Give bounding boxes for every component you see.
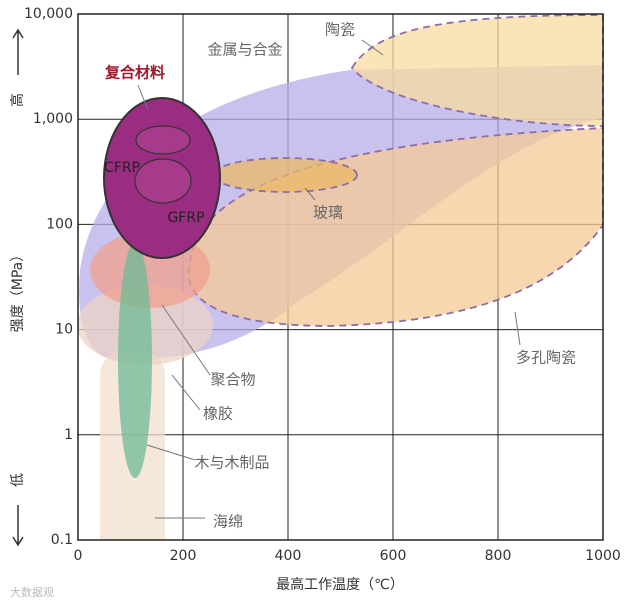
region: [118, 242, 152, 478]
region-label: 玻璃: [313, 204, 343, 222]
leader-line: [146, 444, 196, 461]
x-tick-label: 200: [170, 548, 197, 564]
x-tick-label: 800: [485, 548, 512, 564]
x-tick-label: 600: [380, 548, 407, 564]
x-axis-title: 最高工作温度（℃）: [276, 576, 404, 593]
leader-line: [137, 84, 149, 111]
leader-line: [171, 374, 201, 411]
y-tick-label: 1: [64, 427, 73, 443]
regions: [77, 14, 604, 540]
region-label: 木与木制品: [194, 454, 269, 472]
region: [134, 158, 192, 204]
leader-line: [304, 187, 316, 201]
region-label: 多孔陶瓷: [516, 349, 576, 367]
region: [350, 14, 604, 127]
x-tick-label: 1000: [585, 548, 621, 564]
region-label: 金属与合金: [207, 41, 282, 59]
arrow-up: [12, 28, 24, 75]
y-high: 高: [9, 93, 26, 107]
y-axis-title: 强度（MPa）: [10, 248, 26, 332]
region-label: GFRP: [167, 210, 204, 226]
leader-line: [514, 311, 521, 346]
region-label: CFRP: [104, 160, 140, 176]
leader-line: [161, 304, 211, 376]
region-label: 海绵: [213, 513, 243, 531]
region: [212, 157, 358, 193]
x-tick-label: 400: [275, 548, 302, 564]
y-tick-label: 1,000: [33, 111, 73, 127]
x-tick-label: 0: [74, 548, 83, 564]
region: [135, 125, 191, 155]
plot-frame: [77, 13, 604, 541]
leader-line: [361, 39, 384, 56]
region-label: 陶瓷: [325, 21, 355, 39]
y-low: 低: [10, 473, 26, 487]
region-label: 聚合物: [210, 371, 255, 389]
y-tick-label: 10,000: [24, 6, 73, 22]
y-tick-label: 0.1: [51, 532, 73, 548]
y-tick-label: 10: [55, 322, 73, 338]
y-tick-label: 100: [46, 216, 73, 232]
region-label: 复合材料: [104, 64, 165, 82]
watermark: 大数据观: [10, 585, 54, 599]
arrow-down: [12, 505, 24, 547]
region-label: 橡胶: [203, 405, 233, 423]
